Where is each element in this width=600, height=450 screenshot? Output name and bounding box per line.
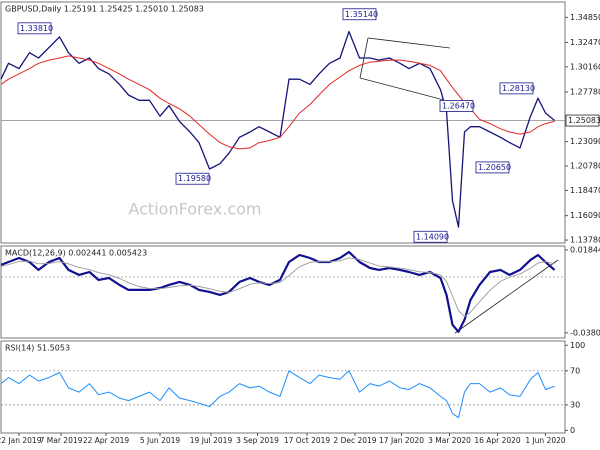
x-tick-label: 1 Jun 2020: [525, 436, 566, 445]
channel-line: [359, 77, 445, 101]
series-line: [0, 30, 555, 228]
x-tick-label: 17 Oct 2019: [284, 436, 331, 445]
y-tick-label: 1.16090: [570, 211, 600, 220]
y-tick-label: 70: [570, 366, 580, 375]
panel-title: GBPUSD,Daily 1.25191 1.25425 1.25010 1.2…: [5, 5, 204, 14]
x-tick-label: 3 Mar 2020: [428, 436, 471, 445]
y-tick-label: 30: [570, 400, 580, 409]
x-tick-label: 7 Mar 2019: [40, 436, 83, 445]
annotation-box: [17, 22, 52, 35]
y-tick-label: 0: [570, 426, 575, 435]
panel-title: RSI(14) 51.5053: [5, 344, 70, 353]
y-tick-label: 1.30160: [570, 62, 600, 71]
x-tick-label: 17 Jan 2020: [379, 436, 424, 445]
annotation-box: [439, 100, 474, 112]
y-tick-label: 100: [570, 341, 585, 350]
annotation-box: [342, 8, 377, 21]
annotation-label: 1.28130: [502, 84, 535, 93]
annotation-label: 1.26470: [442, 101, 475, 110]
y-tick-label: 1.32470: [570, 38, 600, 47]
y-tick-label: 1.20780: [570, 162, 600, 171]
x-tick-label: 5 Jun 2019: [140, 436, 181, 445]
annotation-label: 1.14090: [416, 232, 449, 241]
series-line: [0, 250, 556, 333]
y-tick-label: 1.18470: [570, 186, 600, 195]
panel-title: MACD(12,26,9) 0.002441 0.005423: [5, 249, 147, 258]
panel-frame: [0, 1, 566, 244]
annotation-label: 1.35140: [345, 10, 378, 19]
annotation-box: [175, 172, 210, 185]
y-tick-label: -0.038095: [570, 328, 600, 337]
watermark: ActionForex.com: [128, 200, 261, 219]
series-line: [0, 370, 555, 419]
x-tick-label: 16 Apr 2020: [474, 436, 521, 445]
x-tick-label: 19 Jul 2019: [190, 436, 233, 445]
annotation-box: [499, 82, 534, 95]
annotation-box: [413, 230, 448, 243]
y-tick-label: 1.23090: [570, 137, 600, 146]
y-tick-label: 1.27780: [570, 88, 600, 97]
channel-line: [367, 37, 451, 49]
x-tick-label: 2 Dec 2019: [333, 436, 376, 445]
annotation-label: 1.20650: [478, 163, 511, 172]
last-price-box: [565, 114, 600, 127]
x-tick-label: 3 Sep 2019: [236, 436, 279, 445]
y-tick-label: 1.13780: [570, 236, 600, 245]
macd-trend-line: [454, 259, 559, 334]
annotation-box: [475, 161, 510, 174]
annotation-label: 1.19580: [178, 174, 211, 183]
x-tick-label: 22 Apr 2019: [83, 436, 130, 445]
y-tick-label: 1.34850: [570, 13, 600, 22]
panel-frame: [0, 340, 566, 434]
x-tick-label: 22 Jan 2019: [0, 436, 42, 445]
panel-frame: [0, 245, 566, 339]
annotation-label: 1.33810: [20, 24, 53, 33]
last-price-label: 1.25083: [568, 116, 600, 125]
series-line: [0, 257, 555, 318]
y-tick-label: 0.018442: [570, 245, 600, 254]
